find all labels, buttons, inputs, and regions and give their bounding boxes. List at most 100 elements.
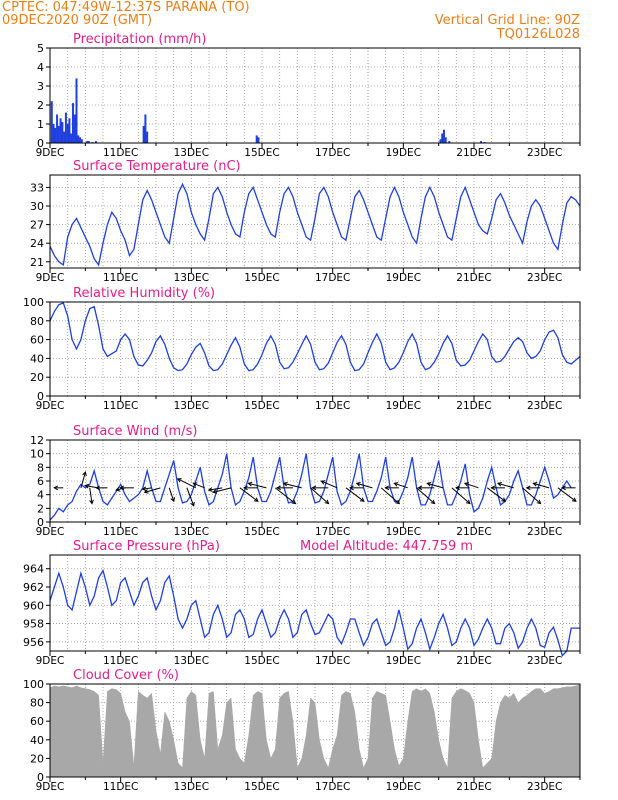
model-altitude-label: Model Altitude: 447.759 m — [300, 539, 473, 554]
panel-title: Surface Pressure (hPa) — [73, 539, 220, 554]
y-tick-label: 0 — [37, 390, 44, 403]
x-tick-label: 17DEC — [315, 272, 350, 284]
wind-arrow-head — [359, 497, 365, 502]
wind-arrow — [283, 482, 302, 489]
wind-arrow-head — [82, 471, 87, 477]
wind-arrow-head — [282, 481, 288, 487]
precip-bar — [80, 139, 83, 143]
wind-arrow-head — [465, 499, 471, 505]
wind-arrow — [144, 487, 161, 493]
wind-arrow-head — [212, 489, 218, 494]
x-tick-label: 17DEC — [315, 655, 350, 667]
wind-arrow-head — [496, 482, 503, 487]
wind-arrow-head — [89, 499, 94, 505]
rh-line — [49, 302, 581, 372]
x-tick-label: 17DEC — [315, 781, 350, 793]
precip-bar — [257, 137, 260, 143]
wind-arrow-head — [84, 483, 90, 489]
wind-arrow — [248, 482, 267, 489]
y-tick-label: 100 — [23, 296, 44, 309]
x-tick-label: 19DEC — [386, 400, 421, 412]
y-tick-label: 20 — [30, 752, 44, 765]
x-tick-label: 9DEC — [36, 781, 65, 793]
y-tick-label: 4 — [37, 489, 44, 502]
x-tick-label: 23DEC — [527, 400, 562, 412]
y-tick-label: 0 — [37, 771, 44, 784]
x-tick-label: 9DEC — [36, 655, 65, 667]
x-tick-label: 19DEC — [386, 147, 421, 159]
precip-bar — [68, 118, 71, 143]
x-tick-label: 21DEC — [456, 400, 491, 412]
wind-arrow — [239, 487, 259, 502]
precip-bar — [444, 137, 447, 143]
x-tick-label: 13DEC — [174, 147, 209, 159]
precip-bar — [70, 133, 73, 143]
wind-arrow-head — [190, 501, 195, 507]
y-tick-label: 10 — [30, 448, 44, 461]
wind-arrow — [416, 487, 435, 504]
precip-bar — [255, 135, 258, 143]
x-tick-label: 9DEC — [36, 400, 65, 412]
y-tick-label: 0 — [37, 516, 44, 529]
wind-arrow-head — [349, 485, 354, 491]
wind-arrow — [321, 480, 338, 489]
precip-bar — [448, 141, 451, 143]
wind-arrow — [274, 487, 296, 504]
y-tick-label: 5 — [37, 42, 44, 55]
precip-bar — [79, 137, 82, 143]
y-tick-label: 1 — [37, 118, 44, 131]
grid-line-label: Vertical Grid Line: 90Z — [434, 13, 580, 28]
wind-arrow-head — [324, 499, 330, 505]
wind-arrow — [208, 487, 223, 491]
y-tick-label: 100 — [23, 678, 44, 691]
wind-arrow — [177, 478, 196, 489]
panel-precip: 0 1 2 3 4 5 9DEC 11DEC 13DEC 15DEC 17DEC 19DEC 21DEC… — [36, 32, 581, 159]
wind-arrow-head — [430, 499, 436, 505]
y-tick-label: 2 — [37, 99, 44, 112]
x-tick-label: 13DEC — [174, 400, 209, 412]
wind-arrow-head — [571, 497, 577, 502]
y-tick-label: 60 — [30, 715, 44, 728]
wind-arrow-head — [207, 487, 213, 492]
y-tick-label: 33 — [30, 181, 44, 194]
x-tick-label: 23DEC — [527, 781, 562, 793]
x-tick-label: 9DEC — [36, 526, 65, 538]
panel-rh: 0 20 40 60 80 100 9DEC 11DEC 13DEC 15DEC 17DEC 19DE… — [23, 286, 581, 412]
precip-bar — [77, 135, 80, 143]
x-tick-label: 19DEC — [386, 655, 421, 667]
precip-bar — [66, 124, 69, 143]
wind-arrow — [186, 487, 195, 507]
y-tick-label: 964 — [23, 563, 44, 576]
wind-arrow-head — [463, 482, 469, 487]
wind-arrow — [345, 487, 365, 502]
wind-arrow — [451, 487, 471, 504]
wind-arrow — [394, 482, 408, 489]
wind-arrow-head — [417, 485, 423, 491]
x-tick-label: 15DEC — [244, 781, 279, 793]
wind-arrow-head — [395, 499, 401, 505]
wind-arrow-head — [355, 482, 361, 487]
precip-bar — [442, 129, 445, 143]
x-tick-label: 9DEC — [36, 272, 65, 284]
wind-arrow — [497, 482, 514, 489]
wind-arrow-head — [384, 485, 390, 491]
x-tick-label: 11DEC — [103, 272, 138, 284]
pres-line — [49, 568, 580, 657]
wind-arrow-head — [455, 485, 460, 491]
wind-arrow — [427, 482, 444, 489]
x-tick-label: 23DEC — [527, 526, 562, 538]
panel-temp: 21 24 27 30 33 9DEC 11DEC 13DEC 15DEC 17DEC 19DEC 2… — [30, 159, 581, 284]
x-tick-label: 13DEC — [174, 781, 209, 793]
wind-arrow-head — [525, 485, 531, 491]
x-tick-label: 13DEC — [174, 272, 209, 284]
cloud-area — [49, 684, 581, 778]
x-tick-label: 13DEC — [174, 526, 209, 538]
precip-bar — [61, 122, 64, 143]
x-tick-label: 15DEC — [244, 526, 279, 538]
wind-arrow-head — [276, 485, 281, 491]
panel-title: Cloud Cover (%) — [73, 668, 179, 683]
y-tick-label: 960 — [23, 599, 44, 612]
wind-arrow-head — [490, 485, 496, 491]
x-tick-label: 17DEC — [315, 526, 350, 538]
